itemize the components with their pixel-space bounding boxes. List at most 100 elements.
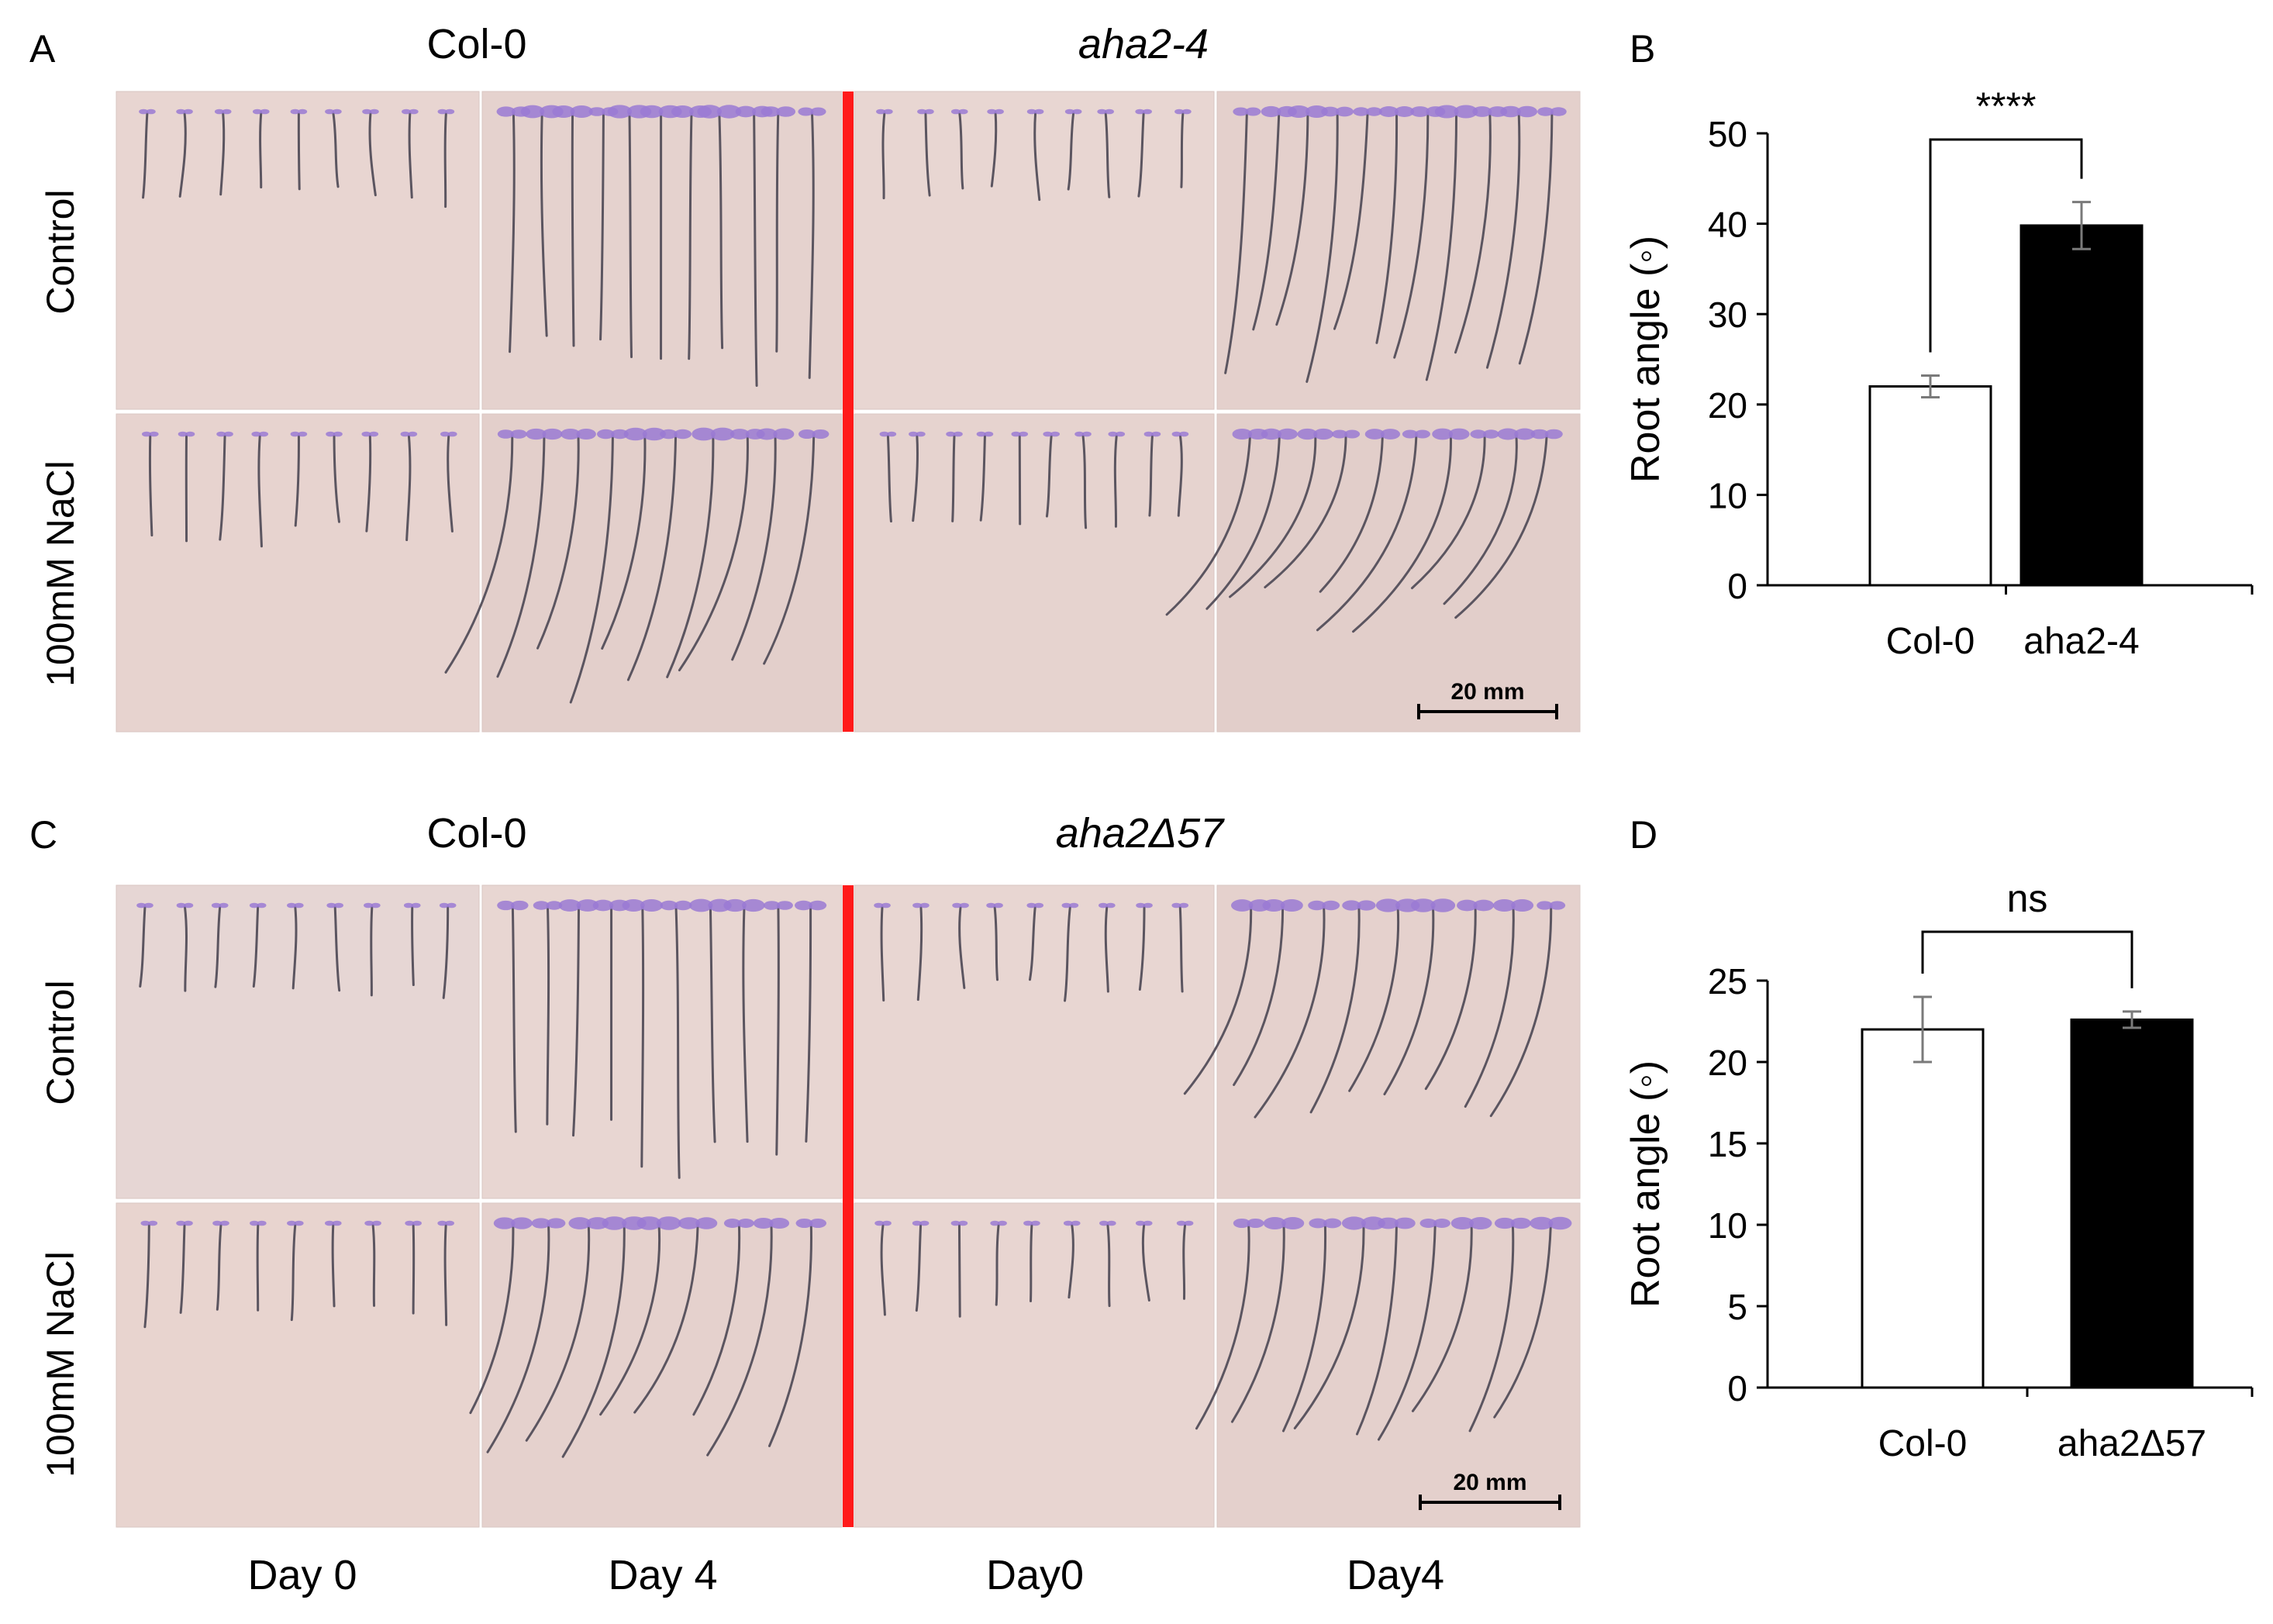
- seedling-root: [1411, 434, 1486, 590]
- seedling-root: [297, 112, 301, 191]
- seedling-leaf: [1308, 900, 1326, 911]
- plate-c-col0-control-day4: [481, 884, 843, 1199]
- seedling-leaf: [219, 1220, 229, 1226]
- seedling-leaf: [674, 429, 692, 440]
- seedling-root: [143, 1223, 150, 1329]
- seedling-leaf: [371, 902, 381, 909]
- seedling-leaf: [1104, 109, 1114, 115]
- seedling-root: [1316, 434, 1418, 632]
- seedling-leaf: [916, 431, 926, 437]
- seedling-root: [742, 905, 749, 1143]
- seedling-root: [139, 905, 147, 988]
- seedling-root: [1485, 112, 1521, 369]
- seedling-leaf: [1306, 105, 1328, 118]
- seedling-leaf: [1061, 902, 1071, 909]
- panel-a-divider: [843, 91, 854, 732]
- seedling-leaf: [325, 109, 335, 115]
- panel-a-col-title-mutant: aha2-4: [1078, 21, 1209, 67]
- seedling-leaf: [1074, 431, 1085, 437]
- seedling-leaf: [1034, 902, 1044, 909]
- seedling-leaf: [511, 1217, 533, 1229]
- seedling-leaf: [984, 431, 994, 437]
- seedling-root: [1028, 905, 1036, 981]
- seedling-leaf: [411, 902, 421, 909]
- seedling-leaf: [607, 105, 633, 119]
- seedling-leaf: [592, 899, 614, 912]
- seedling-root: [731, 434, 777, 661]
- seedling-root: [525, 1223, 591, 1442]
- seedling-root: [469, 1223, 515, 1415]
- seedling-leaf: [1233, 107, 1249, 116]
- seedling-leaf: [332, 109, 342, 115]
- seedling-leaf: [742, 898, 765, 912]
- seedling-leaf: [1081, 431, 1092, 437]
- seedling-leaf: [1394, 1217, 1416, 1229]
- error-bar: [1913, 995, 1932, 1064]
- seedling-root: [1493, 1223, 1552, 1419]
- seedling-leaf: [1537, 107, 1554, 116]
- seedling-root: [688, 112, 693, 360]
- bar-aha2Δ57: [2070, 1018, 2194, 1389]
- seedling-leaf: [183, 109, 193, 115]
- seedling-root: [692, 1223, 741, 1416]
- seedling-leaf: [1309, 1218, 1327, 1229]
- seedling-leaf: [710, 427, 735, 441]
- seedling-leaf: [444, 1220, 454, 1226]
- day-label-mutant-day0: Day0: [985, 1552, 1085, 1598]
- seedling-row: [874, 1220, 1194, 1318]
- seedling-leaf: [611, 429, 629, 440]
- seedling-leaf: [333, 431, 343, 437]
- seedling-root: [1230, 1223, 1285, 1423]
- seedling-leaf: [176, 902, 186, 909]
- seedling-root: [1113, 434, 1118, 528]
- seedling-root: [333, 905, 341, 992]
- seedling-leaf: [761, 106, 781, 117]
- seedling-leaf: [1261, 105, 1281, 118]
- seedling-leaf: [290, 431, 300, 437]
- panel-c-divider: [843, 885, 854, 1527]
- seedling-leaf: [287, 1220, 297, 1226]
- seedling-leaf: [183, 1220, 193, 1226]
- seedling-root: [540, 112, 548, 337]
- seedling-leaf: [1043, 431, 1053, 437]
- seedling-leaf: [1064, 109, 1074, 115]
- seedling-leaf: [1135, 1220, 1145, 1226]
- seedling-leaf: [497, 900, 515, 911]
- seedling-root: [1424, 905, 1477, 1091]
- seedling-leaf: [990, 1220, 1000, 1226]
- seedling-leaf: [874, 1220, 885, 1226]
- y-tick-label: 10: [1708, 475, 1747, 515]
- seedling-leaf: [140, 1220, 150, 1226]
- seedling-root: [1375, 112, 1399, 344]
- seedling-leaf: [623, 427, 647, 441]
- seedling-leaf: [1434, 105, 1459, 119]
- seedling-root: [1177, 434, 1183, 517]
- seedling-leaf: [1353, 107, 1370, 116]
- seedling-row: [139, 109, 455, 209]
- seedling-leaf: [552, 105, 575, 119]
- seedling-leaf: [148, 1220, 158, 1226]
- seedling-root: [1319, 434, 1384, 593]
- seedling-root: [1148, 434, 1154, 517]
- y-tick-label: 30: [1708, 295, 1747, 335]
- seedling-leaf: [1494, 1217, 1515, 1229]
- seedling-leaf: [756, 428, 778, 440]
- seedling-root: [881, 112, 886, 200]
- seedling-leaf: [958, 109, 968, 115]
- seedling-root: [1104, 905, 1109, 993]
- seedling-leaf: [1492, 899, 1516, 912]
- seedling-leaf: [812, 429, 830, 440]
- seedling-leaf: [656, 1216, 681, 1230]
- seedling-leaf: [678, 1217, 700, 1229]
- seedling-leaf: [371, 1220, 381, 1226]
- seedling-leaf: [1483, 429, 1499, 439]
- seedling-leaf: [1261, 428, 1281, 440]
- seedling-leaf: [409, 109, 419, 115]
- seedling-leaf: [716, 105, 742, 119]
- seedling-leaf: [1410, 106, 1430, 117]
- seedling-leaf: [1233, 1218, 1250, 1229]
- seedling-leaf: [1470, 429, 1487, 439]
- plate-a-aha24-control-day4: [1216, 91, 1581, 410]
- seedling-root: [216, 1223, 222, 1311]
